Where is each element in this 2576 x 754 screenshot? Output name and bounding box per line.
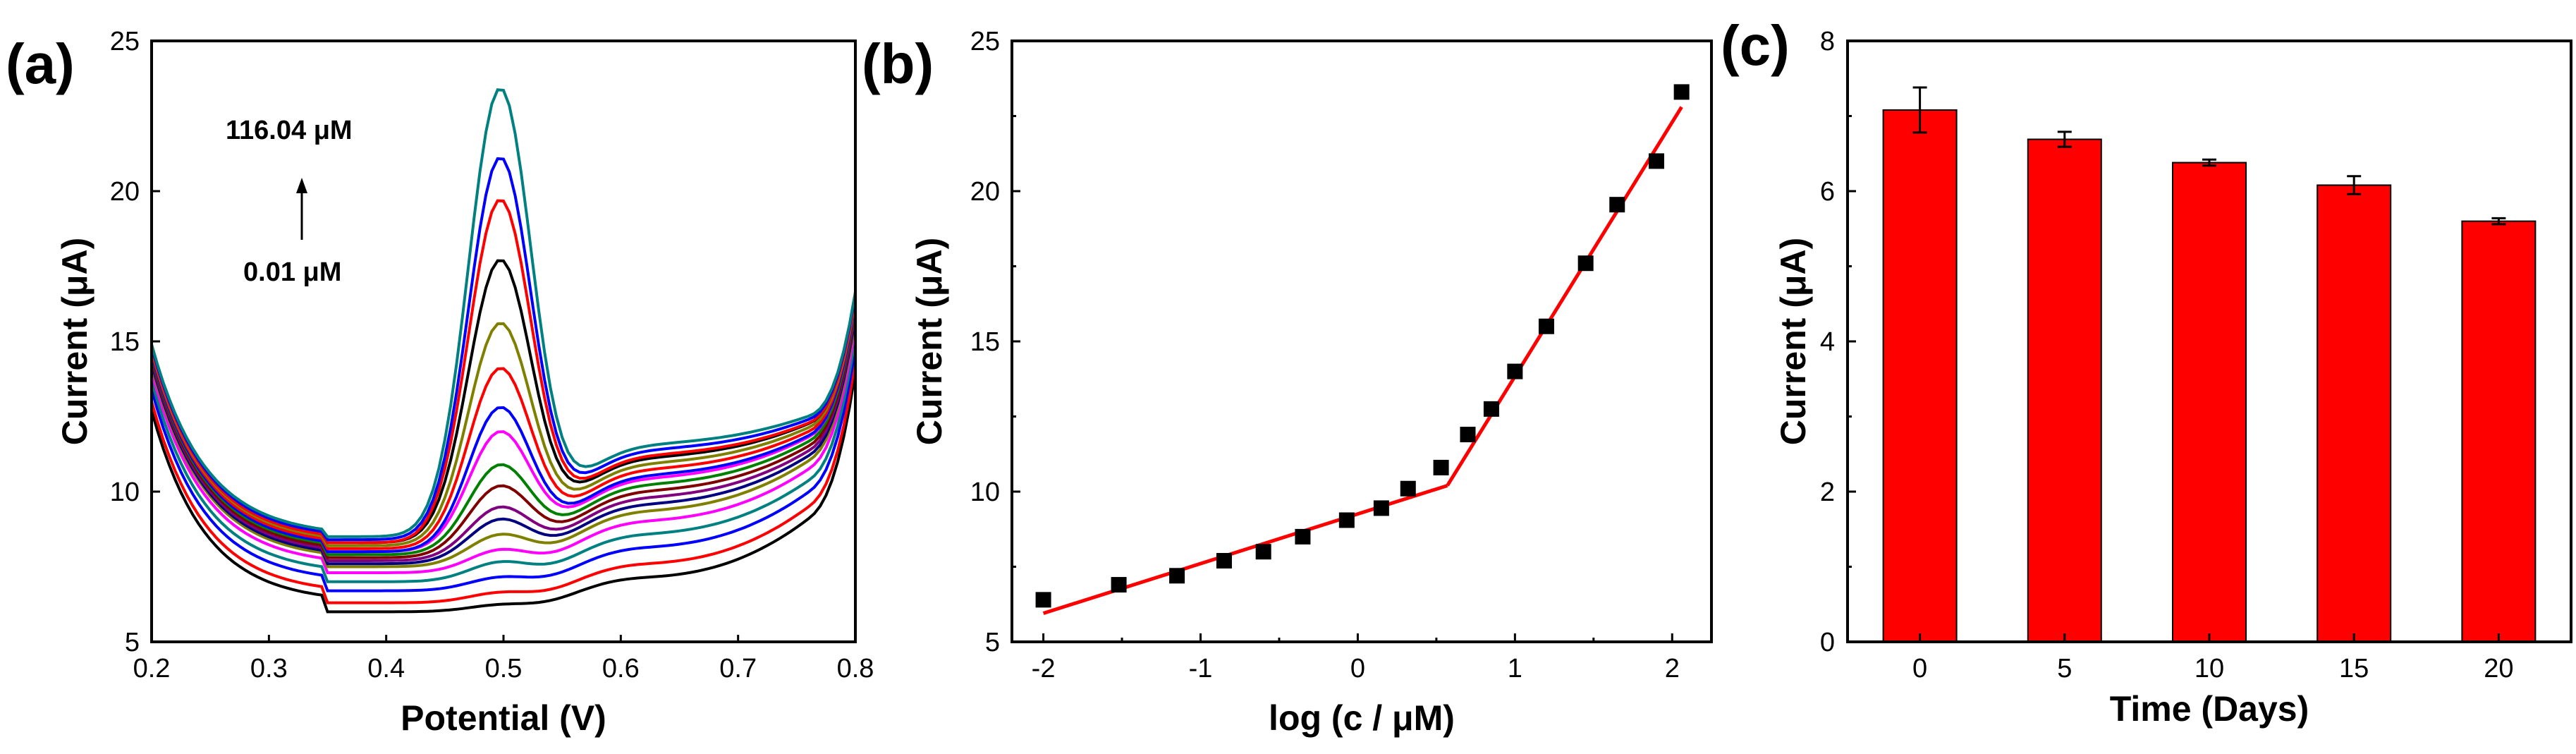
a-series-line <box>150 88 857 538</box>
panel-label-c: (c) <box>1721 14 1790 77</box>
b-data-point <box>1111 577 1127 593</box>
c-xtick-label: 20 <box>2484 654 2513 683</box>
b-data-point <box>1483 401 1499 417</box>
c-bar <box>2316 184 2392 643</box>
c-xtick-label: 10 <box>2195 654 2224 683</box>
b-ylabel: Current (μA) <box>910 238 949 445</box>
a-ytick-label: 20 <box>110 177 140 207</box>
b-xtick-label: -1 <box>1189 654 1213 683</box>
a-series-line <box>150 303 857 554</box>
c-ytick-label: 6 <box>1820 177 1835 207</box>
panel-label-b: (b) <box>862 32 934 95</box>
a-curves <box>150 88 857 614</box>
a-xtick-label: 0.2 <box>133 654 171 683</box>
a-series-line <box>150 336 857 583</box>
c-bar <box>2172 162 2247 643</box>
b-xlabel: log (c / μM) <box>1269 698 1455 738</box>
c-ytick-label: 0 <box>1820 628 1835 657</box>
panel-c: (c) 0 5 10 15 20 0 2 4 6 8 Time (Days) Current (μ… <box>1721 14 2572 729</box>
b-data-point <box>1538 318 1554 334</box>
b-data-point <box>1400 480 1416 497</box>
a-xtick-label: 0.5 <box>485 654 523 683</box>
b-data-point <box>1373 500 1389 516</box>
a-xtick-label: 0.4 <box>367 654 405 683</box>
b-fit-lines <box>1042 106 1683 615</box>
c-ytick-label: 8 <box>1820 27 1835 56</box>
a-ticks: 0.2 0.3 0.4 0.5 0.6 0.7 0.8 5 10 15 20 25 <box>110 27 874 683</box>
b-xtick-label: -2 <box>1032 654 1056 683</box>
a-series-line <box>150 309 857 559</box>
a-ylabel: Current (μA) <box>55 238 94 445</box>
c-xtick-label: 0 <box>1912 654 1927 683</box>
c-bar <box>2027 138 2102 643</box>
b-data-point <box>1460 427 1476 443</box>
a-series-line <box>150 157 857 542</box>
a-arrow-head <box>296 178 307 193</box>
b-data-point <box>1507 363 1523 379</box>
b-ytick-label: 10 <box>970 478 1000 507</box>
c-bars <box>1882 86 2537 643</box>
a-xtick-label: 0.8 <box>837 654 874 683</box>
b-ytick-label: 25 <box>970 27 1000 56</box>
a-xtick-label: 0.3 <box>250 654 288 683</box>
a-series-line <box>150 316 857 566</box>
a-series-line <box>150 297 857 547</box>
a-xtick-label: 0.7 <box>719 654 757 683</box>
a-series-line <box>150 360 857 604</box>
a-series-line <box>150 199 857 545</box>
a-series-line <box>150 320 857 568</box>
a-ytick-label: 5 <box>125 628 140 657</box>
b-data-point <box>1433 459 1449 475</box>
b-data-point <box>1169 568 1185 584</box>
c-bar <box>1882 109 1958 643</box>
c-xtick-label: 5 <box>2057 654 2072 683</box>
panel-a: (a) 0.2 0.3 0.4 0.5 0.6 0.7 0.8 5 10 15 20 25 116.0… <box>6 27 874 738</box>
b-ytick-label: 20 <box>970 177 1000 207</box>
a-annotation-high: 116.04 μM <box>226 116 353 145</box>
c-ticks: 0 5 10 15 20 0 2 4 6 8 <box>1820 27 2514 683</box>
b-data-point <box>1295 528 1311 545</box>
b-data-point <box>1609 197 1625 213</box>
a-xtick-label: 0.6 <box>602 654 640 683</box>
a-ytick-label: 25 <box>110 27 140 56</box>
b-data-point <box>1255 544 1271 560</box>
a-ytick-label: 10 <box>110 478 140 507</box>
a-series-line <box>150 371 857 614</box>
c-ytick-label: 4 <box>1820 327 1835 357</box>
b-data-point <box>1577 255 1594 272</box>
b-xtick-label: 1 <box>1508 654 1522 683</box>
c-xlabel: Time (Days) <box>2110 689 2309 729</box>
b-xtick-label: 0 <box>1350 654 1365 683</box>
a-series-line <box>150 305 857 557</box>
b-data-point <box>1216 552 1232 568</box>
c-ytick-label: 2 <box>1820 478 1835 507</box>
c-ylabel: Current (μA) <box>1774 238 1813 445</box>
a-annotation-low: 0.01 μM <box>243 257 341 287</box>
b-data-point <box>1648 153 1664 169</box>
b-fit-line <box>1446 106 1683 487</box>
b-data-point <box>1338 512 1355 528</box>
a-ytick-label: 15 <box>110 327 140 357</box>
a-series-line <box>150 327 857 574</box>
panel-label-a: (a) <box>6 32 75 95</box>
b-data-point <box>1035 592 1051 608</box>
b-xtick-label: 2 <box>1665 654 1680 683</box>
a-series-line <box>150 300 857 550</box>
a-series-line <box>150 312 857 562</box>
b-plot-frame <box>1011 39 1713 643</box>
c-xtick-label: 15 <box>2339 654 2369 683</box>
a-series-line <box>150 347 857 592</box>
b-data-point <box>1673 84 1690 100</box>
b-ytick-label: 15 <box>970 327 1000 357</box>
c-bar <box>2461 220 2537 643</box>
a-xlabel: Potential (V) <box>401 698 606 738</box>
b-ytick-label: 5 <box>985 628 1000 657</box>
b-points <box>1035 84 1690 608</box>
